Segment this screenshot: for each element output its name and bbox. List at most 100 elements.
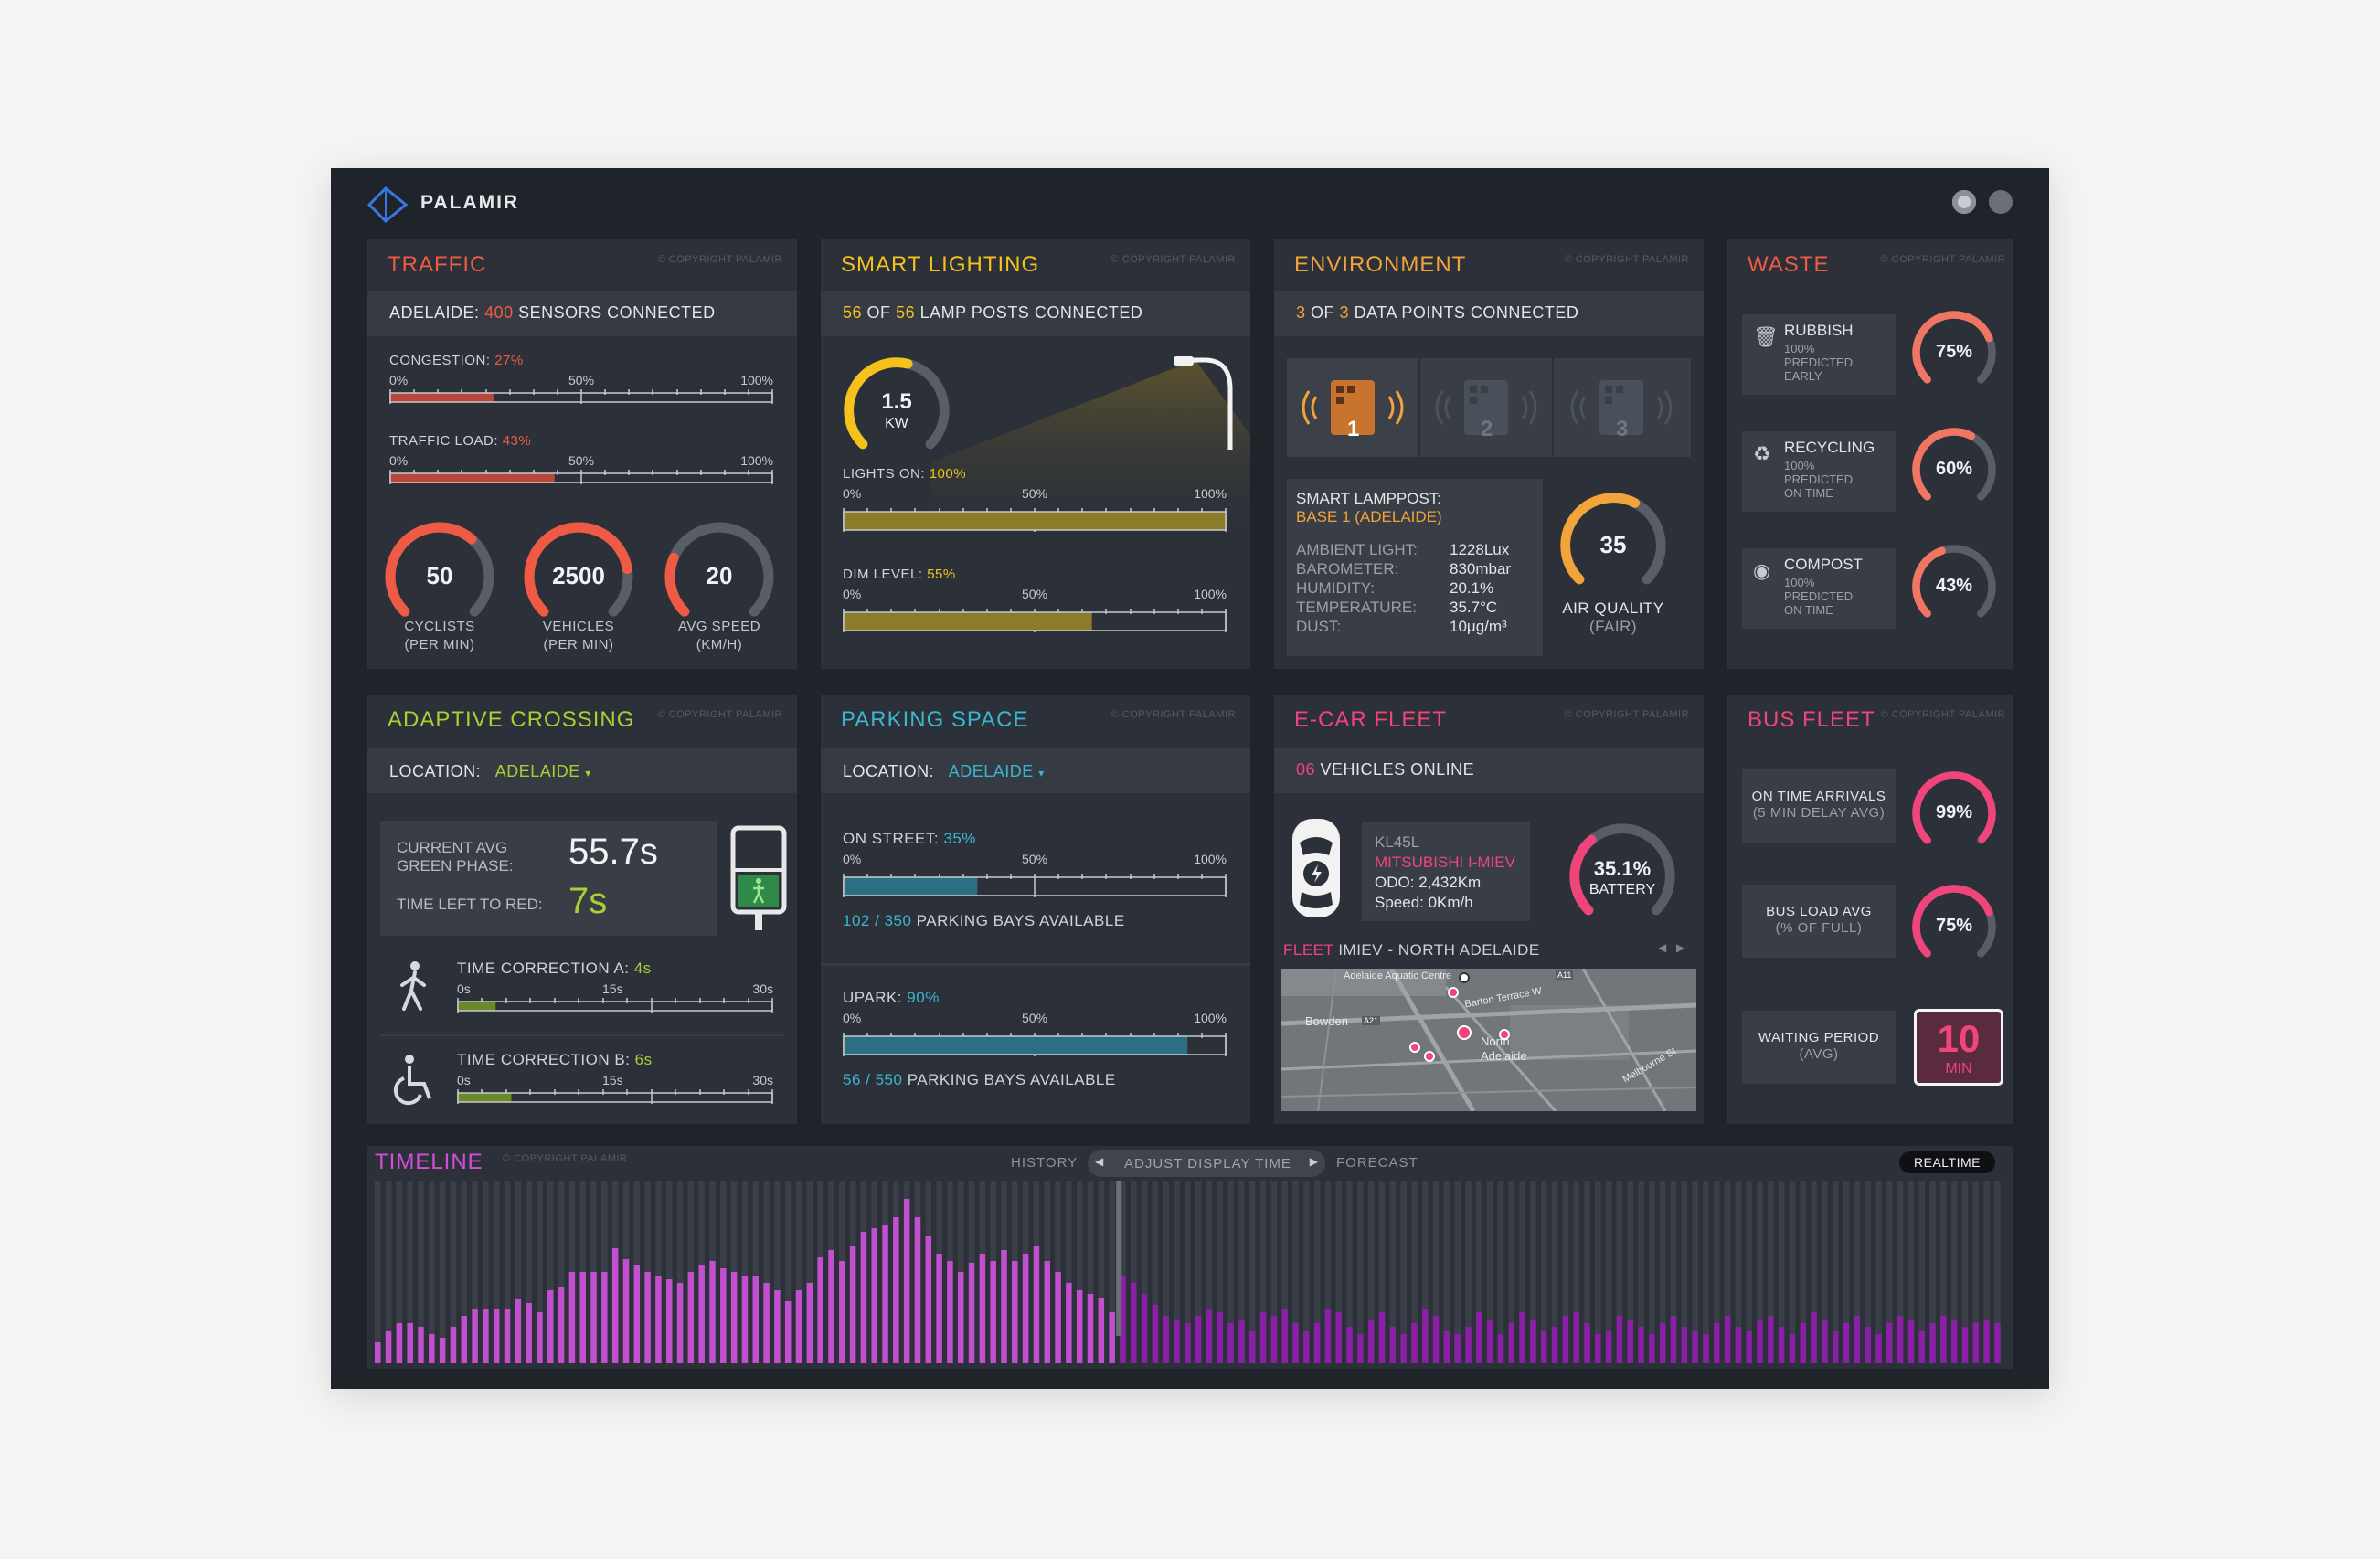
bus-load-label-1: BUS LOAD AVG xyxy=(1766,904,1872,919)
fleet-label: FLEET xyxy=(1283,941,1334,959)
timeline-bar xyxy=(1940,1316,1947,1363)
timeline-slot xyxy=(483,1181,489,1363)
location-select[interactable]: ADELAIDE ▾ xyxy=(495,762,591,780)
vehicle-marker[interactable] xyxy=(1409,1042,1420,1053)
timeline-bar xyxy=(1692,1331,1698,1363)
vehicles-online-count: 06 xyxy=(1296,760,1316,779)
gauge-ring xyxy=(385,522,494,617)
reading-row: DUST: 10μg/m³ xyxy=(1296,618,1538,636)
timeline-bar xyxy=(461,1316,468,1363)
gauge-fill xyxy=(385,522,477,617)
upark-text: UPARK: xyxy=(843,989,903,1006)
timeline-bar xyxy=(1001,1250,1007,1363)
timeline-bar xyxy=(1400,1334,1407,1363)
vehicle-marker[interactable] xyxy=(1424,1051,1435,1062)
next-arrow-icon[interactable]: ▶ xyxy=(1309,1155,1318,1168)
window-button-primary[interactable] xyxy=(1952,190,1976,214)
timeline-bar xyxy=(396,1323,403,1363)
scale-frame xyxy=(843,1035,1227,1055)
timeline-bar xyxy=(568,1272,576,1363)
location-strip: LOCATION: ADELAIDE ▾ xyxy=(367,748,797,793)
congestion-bar: 0% 50% 100% xyxy=(389,373,773,408)
timeline-bar xyxy=(1357,1334,1364,1363)
timeline-bar xyxy=(611,1248,619,1363)
ontime-label-1: ON TIME ARRIVALS xyxy=(1751,789,1886,804)
location-label: LOCATION: xyxy=(389,762,482,780)
sensor-status-strip: ADELAIDE: 400 SENSORS CONNECTED xyxy=(367,291,797,336)
realtime-button[interactable]: REALTIME xyxy=(1899,1151,1995,1173)
traffic-load-text: TRAFFIC LOAD: xyxy=(389,433,499,449)
fleet-map[interactable]: Adelaide Aquatic Centre Barton Terrace W… xyxy=(1281,969,1696,1111)
timeline-bar xyxy=(1335,1312,1342,1363)
gauge-ring xyxy=(664,522,774,617)
timeline-bar xyxy=(925,1236,932,1363)
reading-value: 10μg/m³ xyxy=(1450,618,1507,635)
lamp-status-strip: 56 OF 56 LAMP POSTS CONNECTED xyxy=(821,291,1250,336)
lamppost-readings-card: SMART LAMPPOST: BASE 1 (ADELAIDE) AMBIEN… xyxy=(1287,479,1543,656)
timeline-bar xyxy=(1259,1312,1267,1363)
timeline-bar xyxy=(1573,1312,1579,1363)
sensor-tab-2[interactable]: 2 xyxy=(1420,358,1552,457)
map-road-label: A11 xyxy=(1556,970,1574,980)
history-button[interactable]: HISTORY xyxy=(1011,1155,1078,1171)
timeline-bar xyxy=(1163,1316,1169,1363)
timeline-slot xyxy=(665,1181,673,1363)
previous-arrow-icon[interactable]: ◀ xyxy=(1095,1155,1104,1168)
timeline-bar xyxy=(1248,1331,1256,1363)
pedestrian-signal-icon xyxy=(730,825,787,930)
scale-fill xyxy=(844,1036,1188,1055)
scale-label: 0% xyxy=(843,1011,862,1025)
sensor-tab-3[interactable]: 3 xyxy=(1554,358,1691,457)
sensor-tab-1[interactable]: 1 xyxy=(1287,358,1418,457)
on-street-total: 350 xyxy=(884,912,912,929)
map-prev-button[interactable]: ◀ xyxy=(1658,941,1667,954)
on-street-bar: 0% 50% 100% xyxy=(843,852,1227,897)
vehicle-marker[interactable] xyxy=(1457,1025,1472,1040)
timeline-chart[interactable] xyxy=(375,1181,2005,1363)
lamppost-label: SMART LAMPPOST: xyxy=(1296,490,1442,507)
compost-icon: ◉ xyxy=(1753,559,1771,582)
waste-gauge: 43% xyxy=(1908,541,2000,632)
copyright-label: © COPYRIGHT PALAMIR xyxy=(1564,709,1689,720)
timeline-slot xyxy=(1476,1181,1482,1363)
adjust-display-time-control[interactable]: ◀ ADJUST DISPLAY TIME ▶ xyxy=(1088,1150,1325,1177)
location-select[interactable]: ADELAIDE ▾ xyxy=(949,762,1045,780)
timeline-slot xyxy=(1638,1181,1644,1363)
timeline-slot xyxy=(1649,1181,1655,1363)
scale-track xyxy=(843,609,1227,632)
forecast-button[interactable]: FORECAST xyxy=(1336,1155,1418,1171)
window-button-secondary[interactable] xyxy=(1989,190,2013,214)
sensor-tab-3-number: 3 xyxy=(1616,417,1629,441)
timeline-bar xyxy=(515,1299,522,1363)
timeline-slot xyxy=(1346,1181,1353,1363)
waste-item-name: RUBBISH xyxy=(1784,322,1854,339)
timeline-bar xyxy=(1206,1309,1213,1363)
scale-frame xyxy=(843,511,1227,531)
vehicle-marker[interactable] xyxy=(1499,1029,1510,1040)
correction-b-bar: 0s 15s 30s xyxy=(457,1073,773,1108)
gauge-value: 75% xyxy=(1935,916,1973,936)
copyright-label: © COPYRIGHT PALAMIR xyxy=(1564,254,1689,265)
current-time-marker[interactable] xyxy=(1116,1181,1122,1336)
timeline-slot xyxy=(1692,1181,1698,1363)
bus-fleet-panel: BUS FLEET © COPYRIGHT PALAMIR ON TIME AR… xyxy=(1727,695,2013,1124)
waste-note-1: 100% xyxy=(1784,576,1815,589)
timeline-bar xyxy=(1897,1316,1904,1363)
timeline-bar xyxy=(483,1309,489,1363)
map-next-button[interactable]: ▶ xyxy=(1676,941,1685,954)
timeline-slot xyxy=(1109,1181,1115,1363)
timeline-bar xyxy=(601,1272,608,1363)
upark-value: 90% xyxy=(907,989,940,1006)
scale-frame xyxy=(457,1001,773,1012)
timeline-bar xyxy=(1595,1334,1601,1363)
gauge-value: 35.1% xyxy=(1593,857,1652,881)
scale-label: 100% xyxy=(1194,852,1227,866)
waste-note-2: PREDICTED xyxy=(1784,589,1854,603)
gauge-value: 99% xyxy=(1935,802,1973,822)
timeline-bar xyxy=(849,1246,856,1363)
vehicle-marker[interactable] xyxy=(1448,987,1459,998)
timeline-bar xyxy=(1605,1331,1612,1363)
gauge-ring xyxy=(1912,771,1996,844)
timeline-slot xyxy=(537,1181,543,1363)
dim-level-bar: 0% 50% 100% xyxy=(843,587,1227,632)
